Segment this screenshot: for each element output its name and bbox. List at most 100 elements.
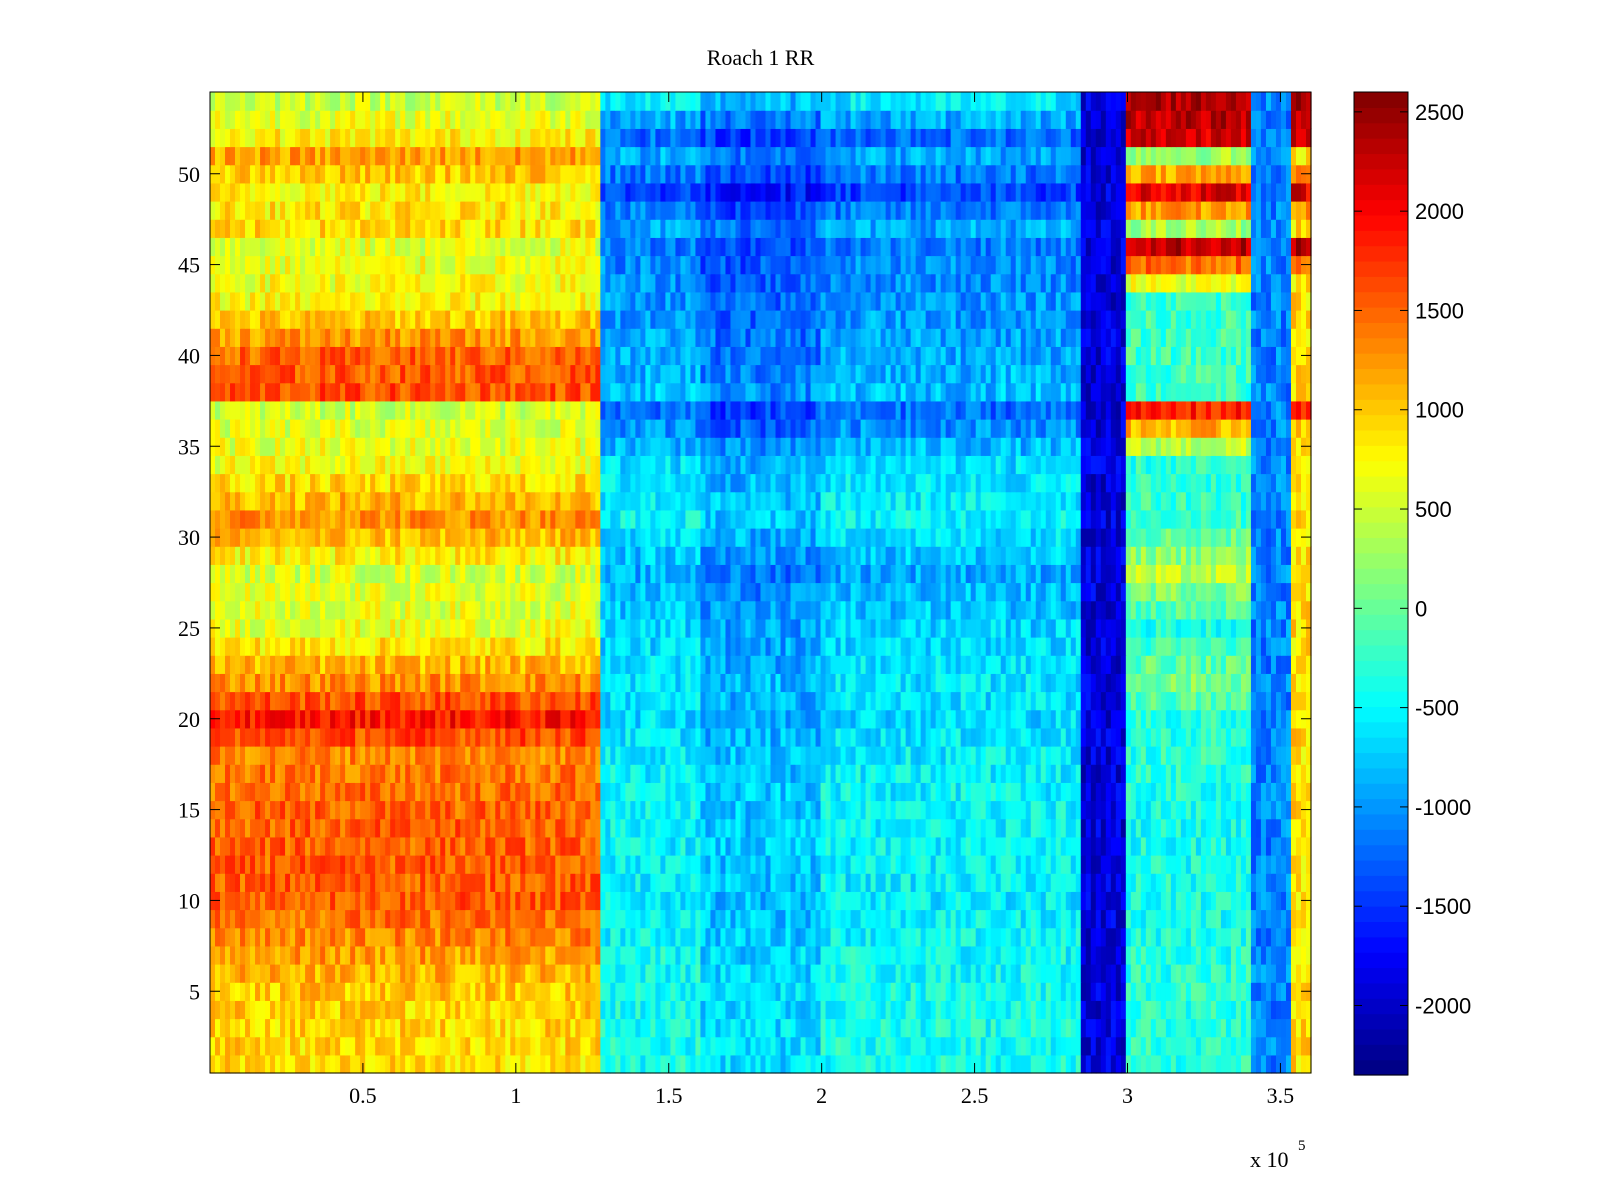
heatmap-cell xyxy=(540,1054,546,1074)
heatmap-cell xyxy=(310,891,316,911)
heatmap-cell xyxy=(790,964,797,983)
heatmap-cell xyxy=(675,1000,682,1020)
heatmap-cell xyxy=(880,655,887,674)
heatmap-cell xyxy=(1095,673,1102,693)
heatmap-cell xyxy=(885,800,892,820)
heatmap-cell xyxy=(1235,945,1242,965)
heatmap-cell xyxy=(1306,927,1312,947)
heatmap-cell xyxy=(750,691,757,711)
heatmap-cell xyxy=(835,1000,842,1020)
heatmap-cell xyxy=(1295,746,1302,765)
heatmap-cell xyxy=(775,818,782,838)
heatmap-cell xyxy=(1195,764,1202,783)
heatmap-cell xyxy=(420,891,426,911)
heatmap-cell xyxy=(445,1000,451,1020)
heatmap-cell xyxy=(1260,673,1267,693)
heatmap-cell xyxy=(1025,782,1032,802)
heatmap-cell xyxy=(715,727,722,747)
heatmap-cell xyxy=(735,818,742,838)
heatmap-cell xyxy=(625,873,631,892)
heatmap-cell xyxy=(1090,800,1097,820)
heatmap-cell xyxy=(825,764,832,783)
heatmap-cell xyxy=(1095,945,1102,965)
heatmap-cell xyxy=(760,764,767,783)
heatmap-cell xyxy=(1170,746,1177,765)
heatmap-cell xyxy=(240,855,246,874)
heatmap-cell xyxy=(730,909,737,929)
heatmap-cell xyxy=(375,764,381,783)
heatmap-cell xyxy=(330,982,336,1001)
heatmap-cell xyxy=(380,782,386,802)
heatmap-cell xyxy=(530,727,536,747)
heatmap-cell xyxy=(225,1054,231,1074)
heatmap-cell xyxy=(945,691,952,711)
heatmap-cell xyxy=(1075,982,1082,1001)
heatmap-cell xyxy=(775,1036,782,1056)
heatmap-cell xyxy=(260,727,266,747)
heatmap-cell xyxy=(1120,1000,1127,1020)
heatmap-cell xyxy=(955,1000,962,1020)
heatmap-cell xyxy=(285,909,291,929)
heatmap-cell xyxy=(520,891,526,911)
heatmap-cell xyxy=(230,891,236,911)
heatmap-cell xyxy=(1295,855,1302,874)
heatmap-cell xyxy=(1240,1018,1247,1038)
heatmap-cell xyxy=(815,655,822,674)
heatmap-cell xyxy=(890,891,897,911)
heatmap-cell xyxy=(1170,855,1177,874)
heatmap-cell xyxy=(635,746,641,765)
heatmap-cell xyxy=(305,964,311,983)
heatmap-cell xyxy=(535,855,541,874)
heatmap-cell xyxy=(245,855,251,874)
heatmap-cell xyxy=(830,727,837,747)
heatmap-cell xyxy=(1025,673,1032,693)
heatmap-cell xyxy=(490,655,496,674)
heatmap-cell xyxy=(760,818,767,838)
heatmap-cell xyxy=(645,764,651,783)
heatmap-cell xyxy=(1185,927,1192,947)
heatmap-cell xyxy=(285,764,291,783)
heatmap-cell xyxy=(495,927,501,947)
heatmap-cell xyxy=(350,727,356,747)
heatmap-cell xyxy=(230,709,236,729)
heatmap-cell xyxy=(1255,945,1262,965)
heatmap-cell xyxy=(545,873,551,892)
heatmap-cell xyxy=(445,727,451,747)
heatmap-cell xyxy=(900,800,907,820)
heatmap-cell xyxy=(360,945,366,965)
heatmap-cell xyxy=(750,1000,757,1020)
heatmap-cell xyxy=(850,873,857,892)
heatmap-cell xyxy=(730,1018,737,1038)
heatmap-cell xyxy=(845,800,852,820)
heatmap-cell xyxy=(970,873,977,892)
heatmap-cell xyxy=(380,964,386,983)
heatmap-cell xyxy=(1050,945,1057,965)
heatmap-cell xyxy=(1155,1036,1162,1056)
heatmap-cell xyxy=(630,855,636,874)
heatmap-cell xyxy=(680,818,687,838)
heatmap-cell xyxy=(520,764,526,783)
heatmap-cell xyxy=(1300,1018,1307,1038)
heatmap-cell xyxy=(790,855,797,874)
heatmap-cell xyxy=(1075,836,1082,856)
heatmap-cell xyxy=(1205,673,1212,693)
heatmap-cell xyxy=(300,982,306,1001)
heatmap-cell xyxy=(1175,764,1182,783)
heatmap-cell xyxy=(450,691,456,711)
heatmap-cell xyxy=(895,1018,902,1038)
heatmap-cell xyxy=(1175,982,1182,1001)
heatmap-cell xyxy=(805,691,812,711)
heatmap-cell xyxy=(320,945,326,965)
heatmap-cell xyxy=(830,673,837,693)
heatmap-cell xyxy=(665,709,672,729)
heatmap-cell xyxy=(235,891,241,911)
heatmap-cell xyxy=(355,818,361,838)
heatmap-cell xyxy=(320,655,326,674)
heatmap-cell xyxy=(290,673,296,693)
heatmap-cell xyxy=(935,909,942,929)
heatmap-cell xyxy=(630,1000,636,1020)
heatmap-cell xyxy=(815,873,822,892)
heatmap-cell xyxy=(1270,673,1277,693)
heatmap-cell xyxy=(240,709,246,729)
heatmap-cell xyxy=(350,673,356,693)
